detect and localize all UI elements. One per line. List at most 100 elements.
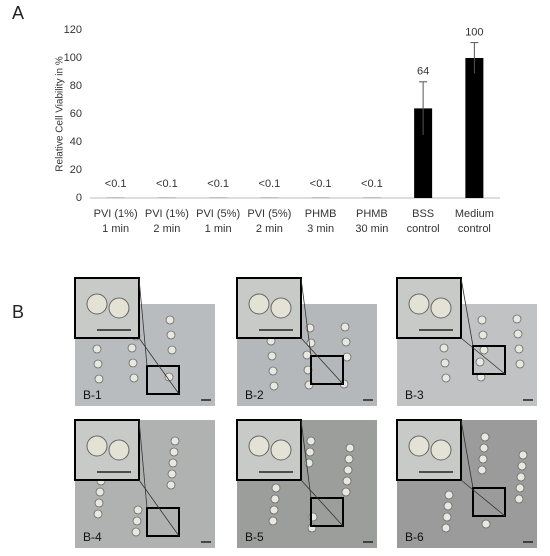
y-tick-label: 120: [64, 24, 82, 36]
zoom-line: [460, 419, 474, 489]
cell: [268, 366, 278, 376]
panel-label: A: [12, 3, 24, 23]
zoom-line: [138, 337, 180, 395]
x-tick-label: 2 min: [153, 223, 180, 235]
cell: [271, 483, 281, 493]
cell: [408, 293, 430, 315]
panel-label: B: [12, 302, 24, 322]
cell: [514, 494, 524, 504]
x-tick-label: PVI (1%): [145, 208, 189, 220]
zoom-line: [300, 277, 312, 357]
cell: [517, 461, 527, 471]
zoom-line: [300, 479, 344, 527]
cell: [515, 483, 525, 493]
micrograph: B-1: [74, 277, 215, 406]
micrograph-label: B-6: [405, 530, 424, 544]
cell: [270, 439, 292, 461]
cell: [270, 494, 280, 504]
y-axis-label: Relative Cell Viability in %: [55, 56, 66, 172]
y-tick-label: 20: [70, 164, 82, 176]
cell: [481, 519, 491, 529]
zoom-line: [460, 479, 506, 517]
zoom-line: [300, 337, 344, 385]
cell: [132, 516, 142, 526]
error-bar: [419, 81, 428, 135]
cell: [515, 359, 525, 369]
cell: [479, 443, 489, 453]
cell: [341, 487, 351, 497]
cell: [167, 345, 177, 355]
zoom-box: [472, 345, 506, 375]
x-tick-label: control: [407, 223, 440, 235]
y-tick-label: 0: [76, 192, 82, 204]
value-label: <0.1: [259, 178, 281, 190]
micrograph-label: B-4: [83, 530, 102, 544]
zoom-line: [460, 277, 474, 347]
cell: [430, 297, 452, 319]
cell: [477, 465, 487, 475]
micrograph-label: B-2: [245, 388, 264, 402]
cell: [133, 505, 143, 515]
cell: [479, 345, 489, 355]
zoom-line: [138, 419, 148, 509]
cell: [408, 435, 430, 457]
zoom-box: [310, 497, 344, 527]
value-label: 100: [465, 27, 483, 39]
cell: [512, 314, 522, 324]
x-tick-label: 30 min: [355, 223, 388, 235]
value-label: <0.1: [310, 178, 332, 190]
y-tick-label: 40: [70, 136, 82, 148]
cell: [170, 436, 180, 446]
cell: [167, 469, 177, 479]
cell: [430, 439, 452, 461]
cell: [342, 352, 352, 362]
cell: [86, 435, 108, 457]
x-tick-label: 1 min: [102, 223, 129, 235]
cell: [513, 329, 523, 339]
cell: [440, 358, 450, 368]
cell: [270, 297, 292, 319]
error-bar: [470, 42, 479, 74]
cell: [516, 472, 526, 482]
zoom-box: [146, 507, 180, 537]
cell: [305, 447, 315, 457]
micrograph-label: B-1: [83, 388, 102, 402]
cell: [129, 373, 139, 383]
cell: [269, 381, 279, 391]
cell: [86, 293, 108, 315]
bar: [465, 58, 484, 198]
cell: [439, 343, 449, 353]
micrograph: B-6: [396, 419, 537, 548]
x-tick-label: PHMB: [305, 208, 337, 220]
y-tick-label: 100: [64, 52, 82, 64]
cell: [268, 516, 278, 526]
value-label: <0.1: [361, 178, 383, 190]
x-tick-label: PHMB: [356, 208, 388, 220]
cell: [342, 476, 352, 486]
zoom-box: [310, 355, 344, 385]
cell: [95, 487, 105, 497]
cell: [269, 505, 279, 515]
cell: [92, 344, 102, 354]
cell: [127, 343, 137, 353]
cell: [475, 357, 485, 367]
x-tick-label: Medium: [455, 208, 494, 220]
micrograph: B-5: [236, 419, 377, 548]
x-tick-label: BSS: [412, 208, 434, 220]
micrograph-label: B-5: [245, 530, 264, 544]
cell: [93, 509, 103, 519]
value-label: <0.1: [156, 178, 178, 190]
cell: [128, 358, 138, 368]
cell: [345, 443, 355, 453]
value-label: <0.1: [207, 178, 229, 190]
y-tick-label: 80: [70, 80, 82, 92]
cell: [164, 372, 174, 382]
cell: [108, 297, 130, 319]
cell: [341, 337, 351, 347]
zoom-box: [472, 487, 506, 517]
cell: [165, 315, 175, 325]
cell: [108, 439, 130, 461]
x-tick-label: 3 min: [307, 223, 334, 235]
x-tick-label: PVI (5%): [196, 208, 240, 220]
